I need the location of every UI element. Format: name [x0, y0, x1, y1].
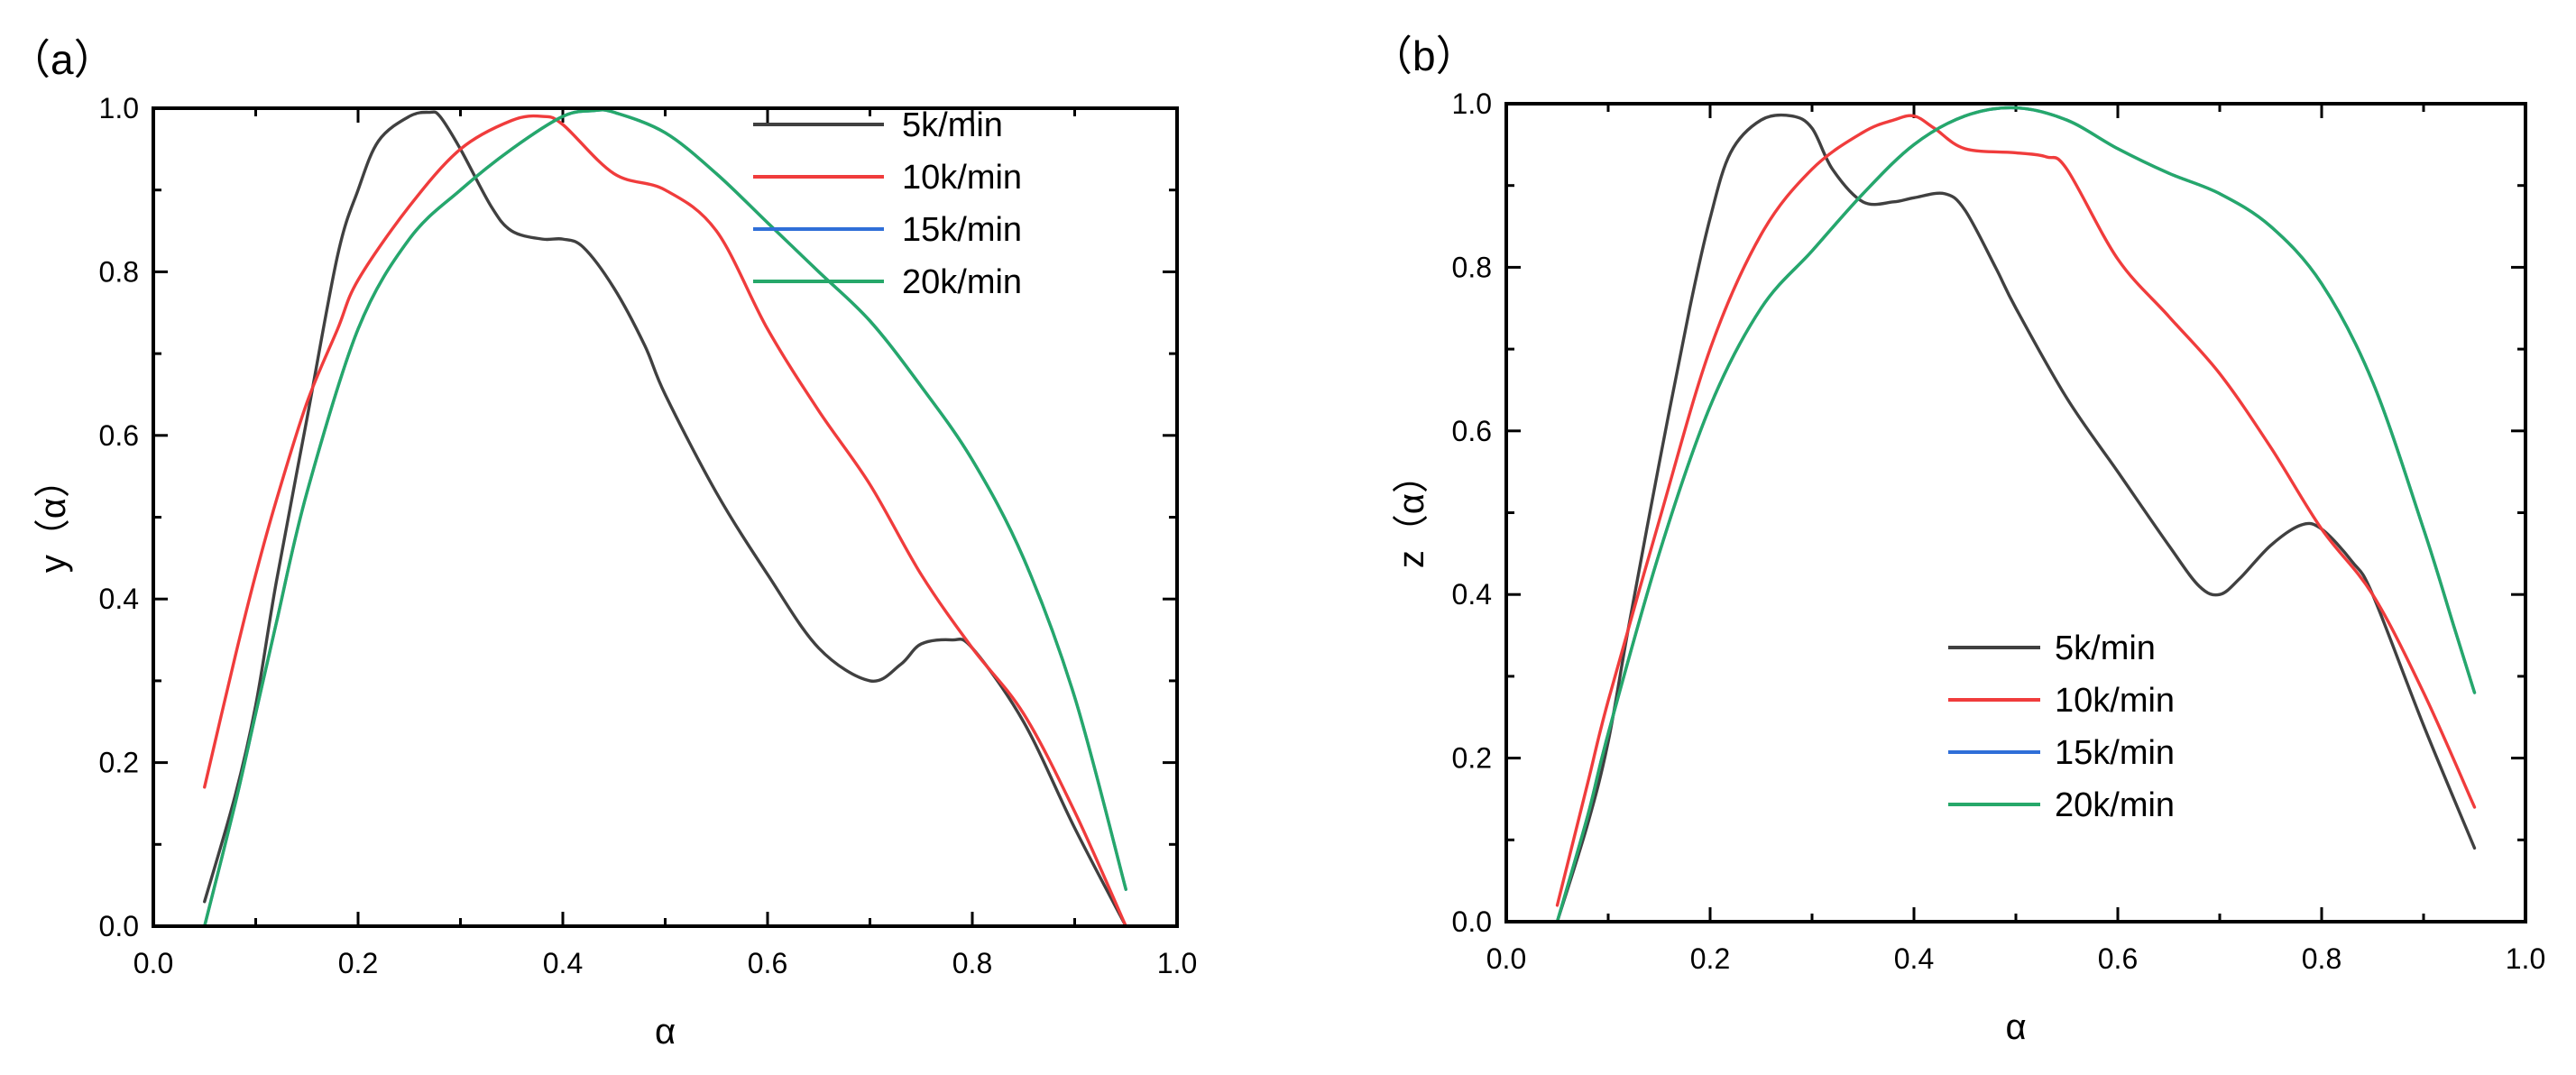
y-tick-label-a: 1.0 — [99, 92, 139, 124]
series-line-b-5k-per-min — [1555, 113, 2477, 923]
series-line-b-20k-per-min — [1555, 106, 2477, 923]
series-line-b-15k-per-min — [1555, 106, 2477, 923]
legend-label-b: 15k/min — [2055, 734, 2175, 772]
x-tick-label-b: 0.4 — [1894, 942, 1934, 975]
x-tick-label-a: 1.0 — [1157, 947, 1197, 979]
x-tick-label-a: 0.2 — [338, 947, 378, 979]
plot-frame-b — [1504, 102, 2527, 923]
y-tick-label-a: 0.2 — [99, 747, 139, 779]
x-tick-label-b: 0.6 — [2098, 942, 2138, 975]
legend-label-b: 20k/min — [2055, 786, 2175, 824]
x-tick-label-b: 0.2 — [1690, 942, 1730, 975]
y-axis-label-b: z（α） — [1392, 457, 1431, 568]
panel-b: （b） 0.0 0.2 0.4 0.6 0.8 1.0 0.0 0.2 0.4 0.6 0.8 1.0 α… — [1371, 32, 2545, 1047]
legend-label-a: 15k/min — [902, 211, 1022, 249]
x-tick-label-b: 0.0 — [1486, 942, 1526, 975]
x-tick-label-b: 0.8 — [2302, 942, 2341, 975]
legend-label-a: 20k/min — [902, 263, 1022, 301]
panel-a: （a） 0.0 0.2 0.4 0.6 0.8 1.0 0.0 0.2 0.4 0.6 0.8 1.0 α… — [9, 36, 1197, 1052]
y-tick-label-b: 0.2 — [1452, 742, 1492, 775]
y-tick-label-a: 0.6 — [99, 419, 139, 452]
legend-label-a: 10k/min — [902, 159, 1022, 197]
y-tick-label-b: 0.4 — [1452, 578, 1492, 611]
series-line-a-5k-per-min — [203, 110, 1127, 928]
panel-label-b: （b） — [1371, 32, 1477, 79]
y-tick-label-b: 1.0 — [1452, 87, 1492, 120]
x-axis-label-a: α — [655, 1012, 676, 1052]
x-tick-label-a: 0.0 — [133, 947, 173, 979]
x-tick-label-a: 0.8 — [952, 947, 992, 979]
y-tick-label-a: 0.4 — [99, 583, 139, 615]
legend-label-b: 5k/min — [2055, 629, 2156, 667]
series-line-b-10k-per-min — [1555, 114, 2477, 907]
x-tick-label-b: 1.0 — [2506, 942, 2545, 975]
x-axis-label-b: α — [2005, 1007, 2026, 1047]
plot-frame-a — [152, 106, 1179, 928]
series-line-a-10k-per-min — [203, 114, 1127, 928]
y-tick-label-a: 0.0 — [99, 910, 139, 942]
y-axis-label-a: y（α） — [33, 462, 73, 573]
x-tick-label-a: 0.6 — [748, 947, 787, 979]
x-tick-label-a: 0.4 — [543, 947, 583, 979]
y-tick-label-b: 0.8 — [1452, 251, 1492, 283]
y-tick-label-b: 0.6 — [1452, 415, 1492, 447]
y-tick-label-b: 0.0 — [1452, 905, 1492, 938]
panel-label-a: （a） — [9, 36, 115, 83]
legend-label-b: 10k/min — [2055, 682, 2175, 720]
y-tick-label-a: 0.8 — [99, 255, 139, 288]
legend-label-a: 5k/min — [902, 106, 1003, 144]
